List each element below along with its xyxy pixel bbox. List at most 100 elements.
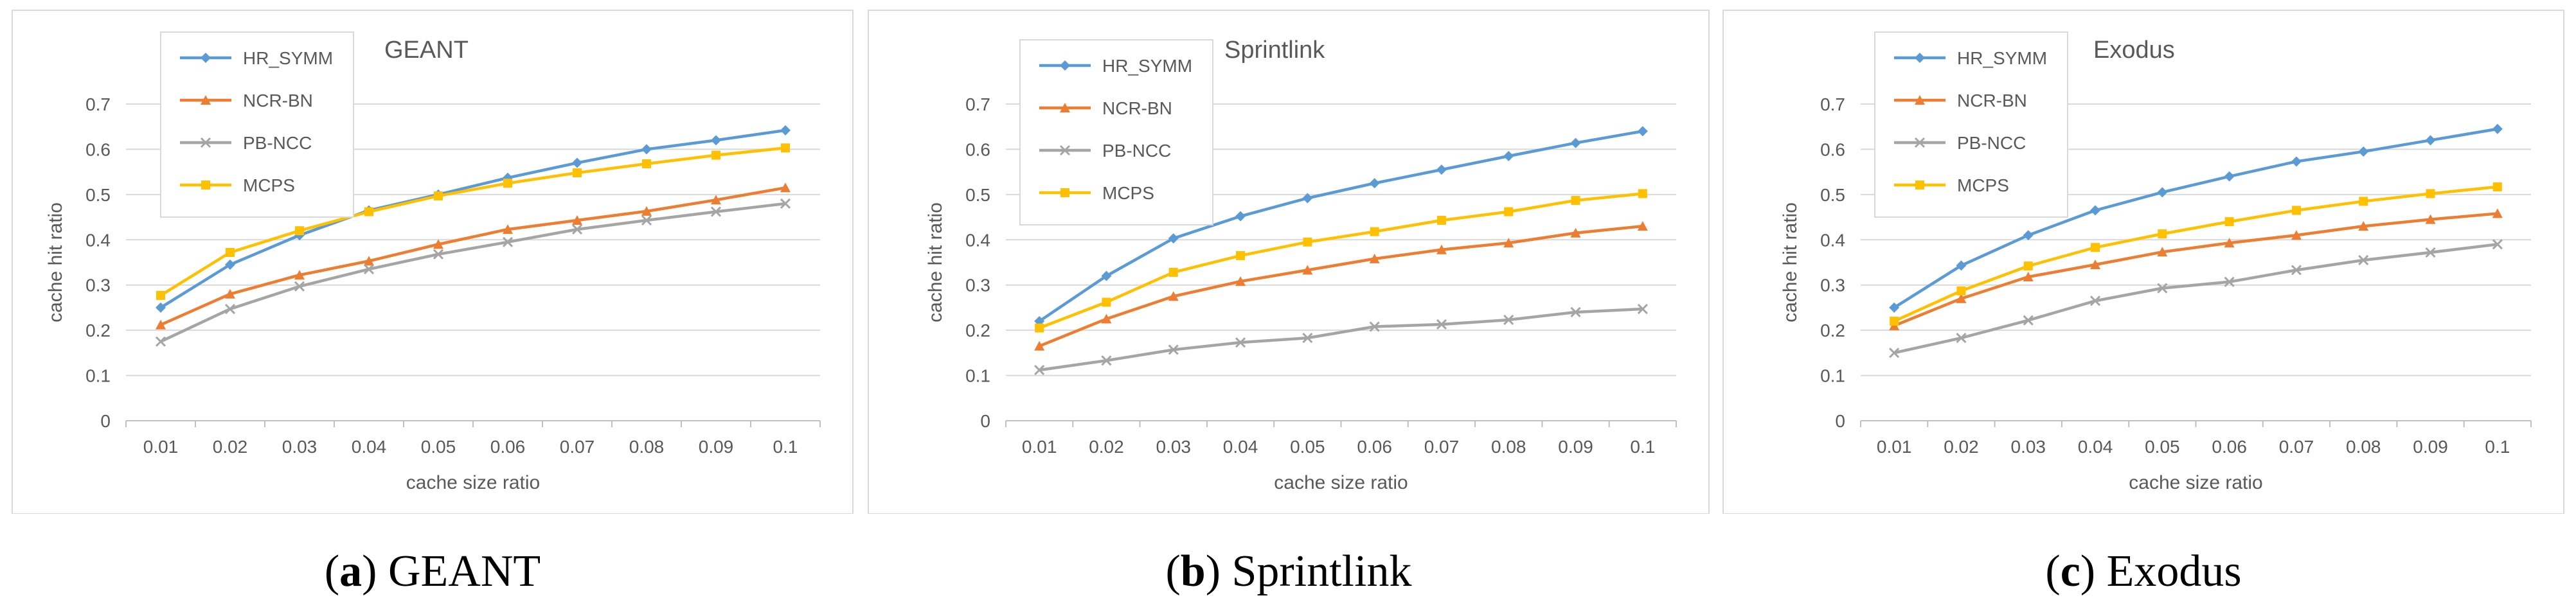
series-mcps (1890, 182, 2502, 326)
y-tick-label: 0.7 (965, 94, 990, 114)
legend-marker (1060, 103, 1070, 112)
legend: HR_SYMM NCR-BN PB-NCC MCPS (160, 31, 354, 218)
x-tick-label: 0.03 (282, 437, 318, 457)
x-tick-label: 0.06 (2212, 437, 2247, 457)
data-point-mcps (642, 159, 651, 168)
x-tick-label: 0.04 (352, 437, 387, 457)
data-point-hr-symm (1637, 126, 1648, 137)
x-tick-label: 0.09 (699, 437, 734, 457)
legend-label: HR_SYMM (1102, 56, 1192, 76)
legend-marker (201, 53, 211, 63)
legend: HR_SYMM NCR-BN PB-NCC MCPS (1019, 39, 1213, 225)
legend-item-ncr-bn: NCR-BN (180, 91, 313, 110)
series-line-mcps (159, 146, 786, 297)
series-line-pb-ncc (1893, 243, 2498, 355)
legend-item-pb-ncc: PB-NCC (180, 133, 312, 153)
data-point-ncr-bn (2090, 260, 2101, 270)
data-point-ncr-bn (433, 239, 443, 249)
data-point-pb-ncc (433, 249, 444, 260)
data-point-mcps (226, 248, 235, 258)
series-mcps (1035, 189, 1647, 333)
data-point-hr-symm (2023, 230, 2034, 241)
data-point-pb-ncc (1168, 344, 1179, 355)
data-point-mcps (2224, 217, 2234, 227)
data-point-pb-ncc (502, 236, 514, 247)
legend-marker (1915, 95, 1925, 105)
legend-item-ncr-bn: NCR-BN (1039, 98, 1172, 118)
series-line-mcps (1039, 192, 1643, 330)
series-pb-ncc (1034, 303, 1648, 376)
data-point-pb-ncc (363, 264, 375, 275)
x-tick-label: 0.02 (1089, 437, 1124, 457)
x-tick-label: 0.1 (1630, 437, 1655, 457)
data-point-mcps (1890, 317, 1899, 326)
data-point-hr-symm (1168, 233, 1179, 244)
x-tick-label: 0.03 (2011, 437, 2046, 457)
data-point-ncr-bn (364, 256, 374, 266)
x-tick-label: 0.1 (773, 437, 798, 457)
x-tick-label: 0.08 (1491, 437, 1526, 457)
data-point-pb-ncc (2023, 315, 2034, 326)
data-point-mcps (1303, 237, 1312, 247)
data-point-ncr-bn (1369, 253, 1380, 263)
x-tick-label: 0.07 (2279, 437, 2314, 457)
series-line-pb-ncc (160, 202, 786, 343)
data-point-mcps (573, 168, 582, 178)
data-point-pb-ncc (1302, 333, 1313, 344)
data-point-mcps (1504, 207, 1514, 216)
data-point-pb-ncc (1889, 348, 1900, 358)
y-axis-label: cache hit ratio (925, 202, 946, 322)
series-hr-symm (1889, 123, 2503, 313)
y-tick-label: 0.5 (85, 185, 111, 205)
legend-label: MCPS (1957, 175, 2009, 195)
series-hr-symm (1034, 126, 1648, 327)
y-tick-label: 0.1 (965, 366, 990, 386)
y-tick-label: 0.7 (1820, 94, 1845, 114)
legend-label: NCR-BN (1102, 98, 1172, 118)
legend-label: MCPS (1102, 183, 1154, 203)
legend-label: NCR-BN (1957, 91, 2027, 110)
y-tick-label: 0.3 (85, 276, 111, 295)
data-point-hr-symm (1101, 270, 1112, 281)
series-line-hr-symm (159, 128, 786, 309)
data-point-mcps (364, 207, 373, 216)
legend-marker (201, 95, 211, 105)
data-point-pb-ncc (2157, 283, 2168, 294)
x-tick-label: 0.04 (1223, 437, 1258, 457)
x-tick-label: 0.09 (1558, 437, 1593, 457)
data-point-hr-symm (780, 125, 791, 136)
data-point-pb-ncc (1235, 337, 1246, 348)
data-point-ncr-bn (2157, 247, 2168, 257)
chart-border (1722, 10, 2564, 514)
data-point-hr-symm (2090, 205, 2101, 216)
data-point-hr-symm (156, 302, 166, 313)
data-point-hr-symm (572, 157, 582, 168)
y-tick-label: 0.4 (85, 230, 111, 250)
series-mcps (156, 143, 790, 300)
data-point-mcps (434, 191, 443, 200)
x-tick-label: 0.01 (1022, 437, 1057, 457)
legend-label: MCPS (243, 175, 295, 195)
legend-marker (1915, 180, 1924, 189)
legend-item-mcps: MCPS (180, 175, 295, 195)
x-tick-label: 0.06 (490, 437, 526, 457)
data-point-mcps (711, 150, 720, 160)
series-ncr-bn (156, 182, 791, 330)
series-line-ncr-bn (1039, 224, 1643, 348)
y-tick-label: 0 (980, 411, 990, 431)
data-point-hr-symm (1436, 164, 1447, 175)
series-line-hr-symm (1038, 130, 1643, 322)
legend-marker (1059, 145, 1071, 156)
data-point-ncr-bn (1956, 293, 1967, 303)
series-line-hr-symm (1893, 127, 2498, 309)
y-tick-label: 0 (1835, 411, 1845, 431)
data-point-pb-ncc (1956, 333, 1967, 344)
data-point-ncr-bn (2224, 238, 2235, 248)
y-tick-label: 0.2 (85, 321, 111, 340)
data-point-ncr-bn (1168, 291, 1179, 301)
series-line-pb-ncc (1039, 307, 1643, 372)
legend-item-mcps: MCPS (1894, 175, 2009, 195)
data-point-hr-symm (1235, 211, 1246, 222)
x-axis-label: cache size ratio (406, 472, 540, 493)
x-tick-label: 0.1 (2485, 437, 2510, 457)
